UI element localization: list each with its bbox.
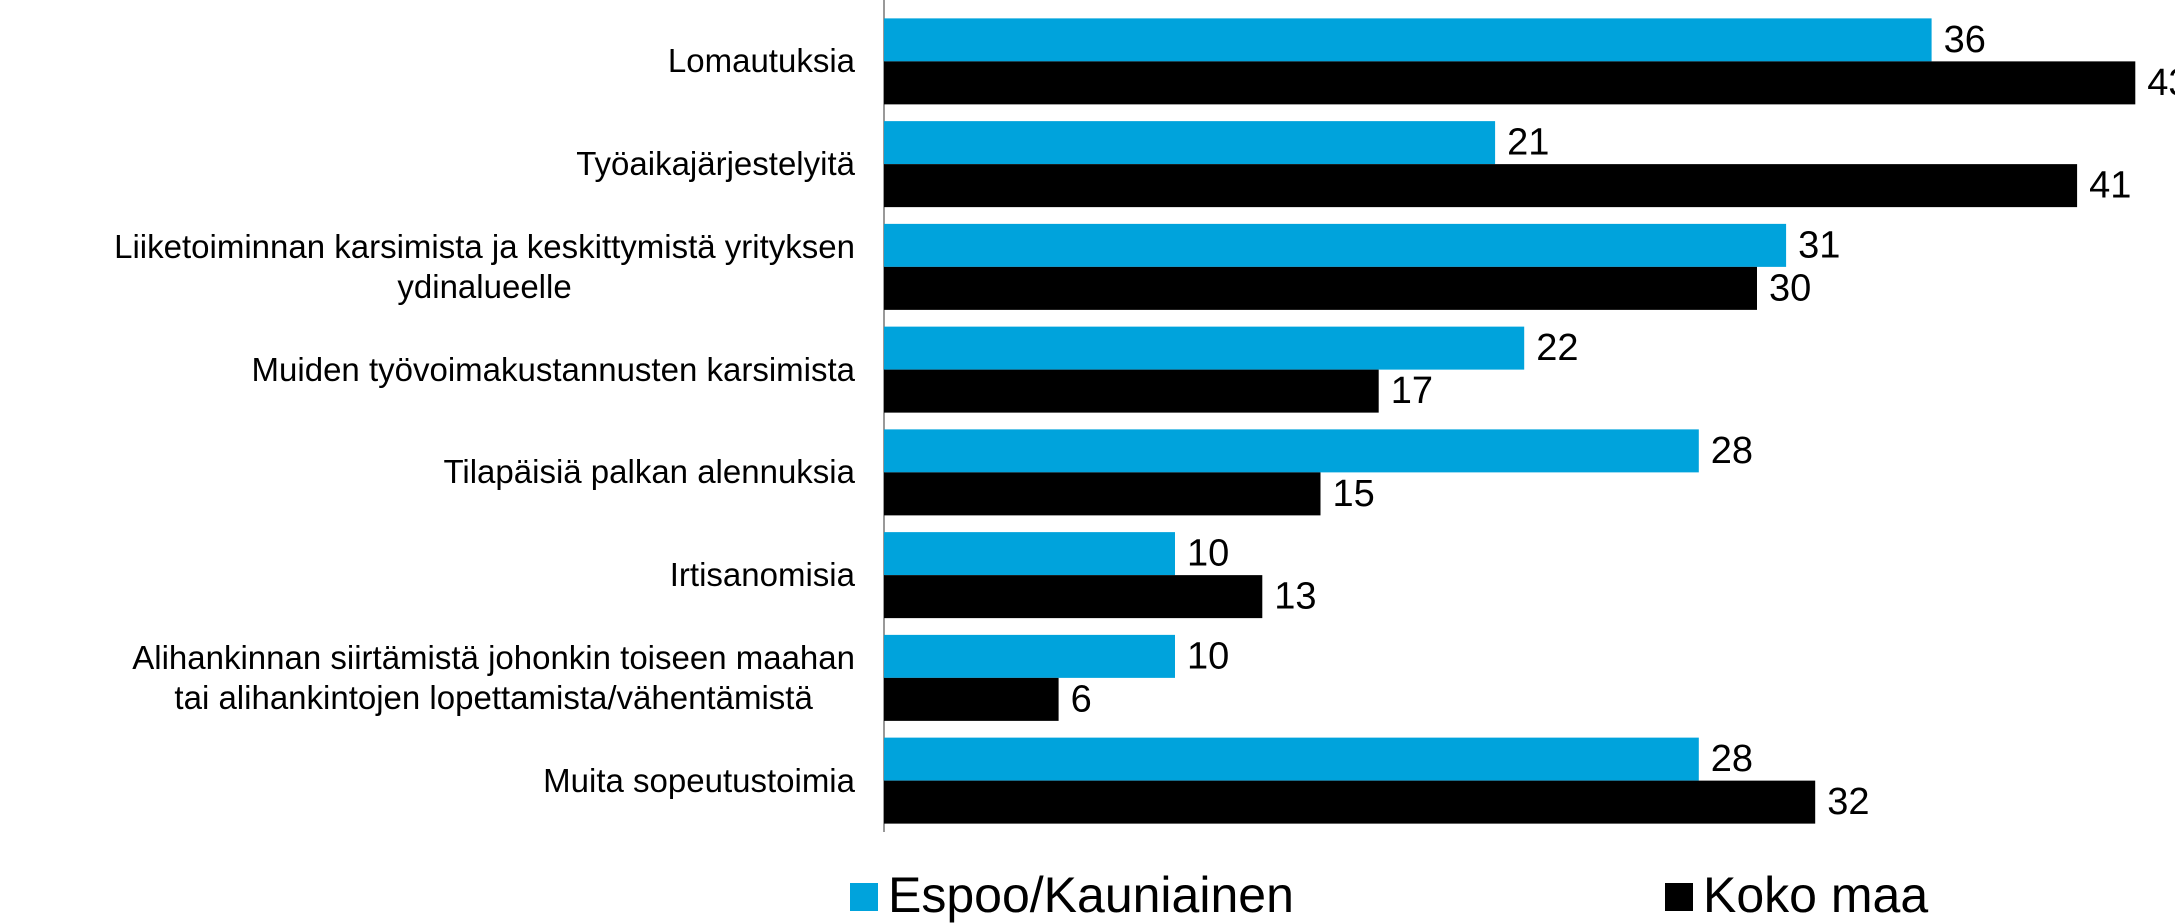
legend-swatch [850,883,878,911]
y-tick-label: Alihankinnan siirtämistä johonkin toisee… [132,638,855,716]
bar [884,532,1175,576]
y-tick-label: Liiketoiminnan karsimista ja keskittymis… [114,227,855,305]
bar [884,575,1263,619]
data-label: 31 [1798,224,1840,266]
legend-label: Koko maa [1703,867,1928,923]
data-label: 15 [1333,473,1375,515]
bar [884,369,1379,413]
y-tick-label: Lomautuksia [667,42,855,80]
data-label: 28 [1711,430,1753,472]
bar [884,737,1699,781]
data-label: 32 [1827,781,1869,823]
y-tick-label: Muita sopeutustoimia [543,761,855,799]
bar [884,266,1757,310]
data-label: 43 [2147,62,2175,104]
y-tick-label: Työaikajärjestelyitä [576,145,855,183]
data-label: 10 [1187,635,1229,677]
bar [884,326,1525,370]
bar [884,472,1321,516]
data-label: 28 [1711,738,1753,780]
bar [884,780,1816,824]
data-label: 21 [1507,122,1549,164]
data-label: 22 [1536,327,1578,369]
data-label: 13 [1274,576,1316,618]
bar [884,429,1699,473]
data-label: 36 [1944,19,1986,61]
data-label: 17 [1391,370,1433,412]
bar [884,164,2078,208]
y-tick-label: Tilapäisiä palkan alennuksia [443,453,855,491]
data-label: 41 [2089,165,2131,207]
legend-label: Espoo/Kauniainen [888,867,1294,923]
data-label: 30 [1769,267,1811,309]
bar [884,223,1787,267]
bar [884,18,1932,62]
bar [884,634,1175,678]
bar [884,61,2136,105]
data-label: 6 [1071,678,1092,720]
y-tick-label: Muiden työvoimakustannusten karsimista [251,350,855,388]
bar [884,121,1496,165]
legend-swatch [1665,883,1693,911]
data-label: 10 [1187,533,1229,575]
bar [884,677,1059,721]
y-tick-label: Irtisanomisia [669,556,855,594]
